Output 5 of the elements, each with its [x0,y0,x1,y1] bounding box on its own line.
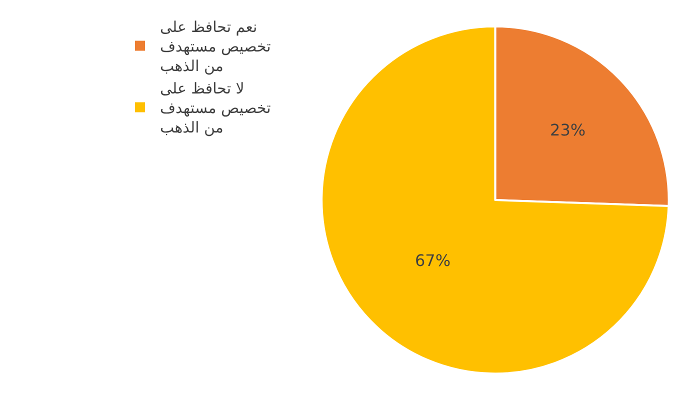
data-label: 23% [550,120,586,140]
data-label: 67% [414,250,451,270]
legend-label: نعم تحافظ على تخصيص مستهدف من الذهب [160,18,271,76]
legend-label: لا تحافظ على تخصيص مستهدف من الذهب [160,80,271,137]
pie-slice [320,25,670,375]
